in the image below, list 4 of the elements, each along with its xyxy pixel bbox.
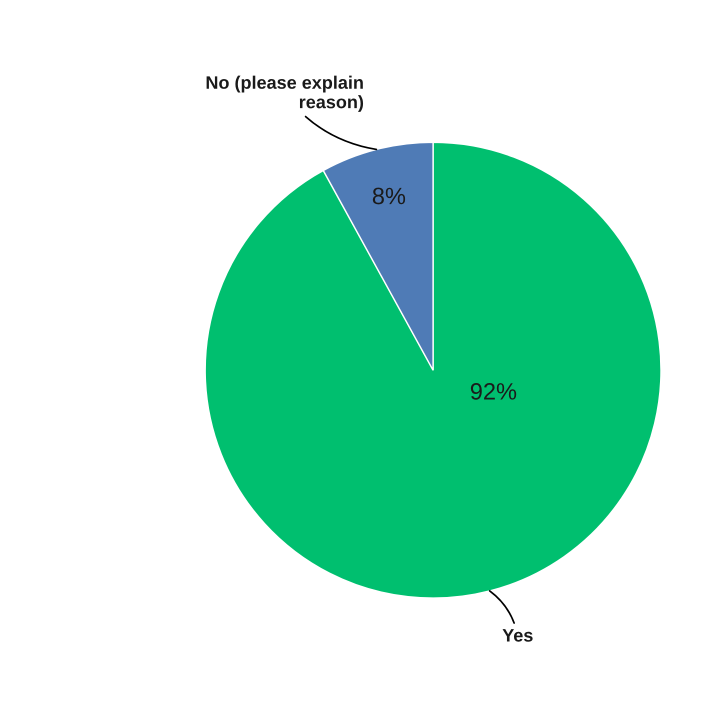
- data-label: 8%: [372, 188, 406, 204]
- slice-label: Yes: [502, 629, 533, 642]
- data-label: 92%: [470, 383, 516, 400]
- slice-label: No (please explain reason): [206, 76, 364, 112]
